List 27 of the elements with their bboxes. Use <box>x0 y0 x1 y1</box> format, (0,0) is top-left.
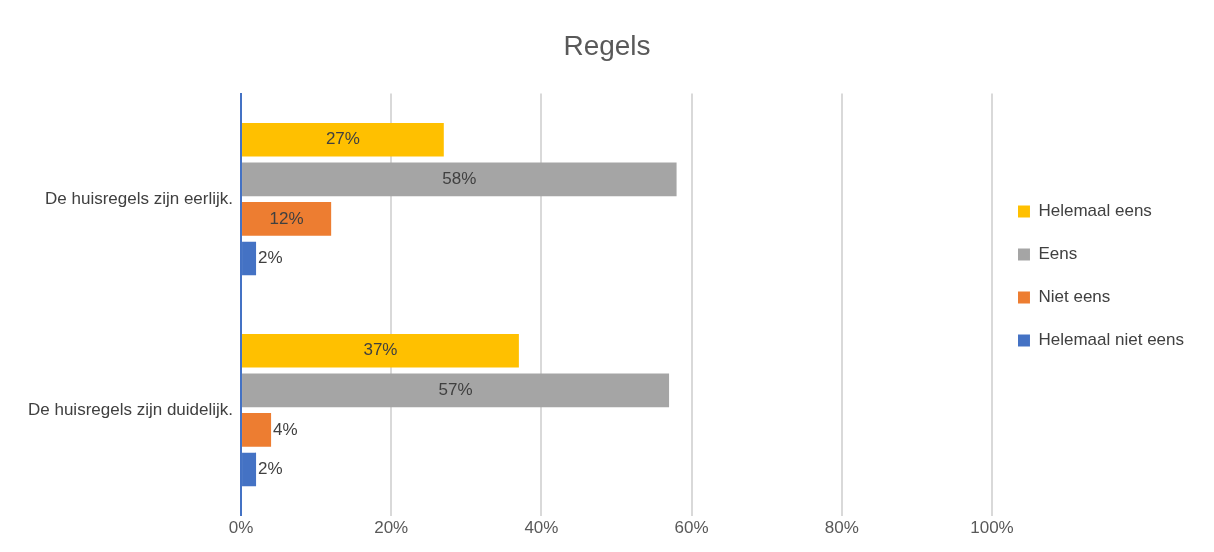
y-tick-label: De huisregels zijn duidelijk. <box>28 399 234 419</box>
x-tick-label: 60% <box>674 518 709 538</box>
bar <box>242 413 272 447</box>
bar <box>242 122 444 157</box>
legend-label: Eens <box>1038 244 1078 264</box>
data-label: 27% <box>325 129 360 149</box>
data-label: 2% <box>258 459 283 479</box>
data-label: 2% <box>258 248 283 268</box>
data-label: 58% <box>442 169 477 189</box>
x-tick-label: 80% <box>824 518 859 538</box>
x-tick-label: 20% <box>374 518 409 538</box>
data-label: 4% <box>273 419 298 439</box>
x-tick-label: 40% <box>524 518 559 538</box>
data-label: 57% <box>438 380 473 400</box>
legend-label: Helemaal niet eens <box>1038 330 1184 350</box>
legend-label: Helemaal eens <box>1038 201 1152 221</box>
bar <box>242 162 677 197</box>
data-label: 37% <box>363 340 398 360</box>
x-tick-label: 100% <box>970 518 1014 538</box>
bar <box>242 333 519 368</box>
bar <box>242 373 670 408</box>
y-tick-label: De huisregels zijn eerlijk. <box>45 188 234 208</box>
legend-label: Niet eens <box>1038 287 1111 307</box>
x-tick-label: 0% <box>228 518 254 538</box>
data-label: 12% <box>269 208 304 228</box>
bar <box>242 202 332 236</box>
chart-title: Regels <box>563 29 651 61</box>
